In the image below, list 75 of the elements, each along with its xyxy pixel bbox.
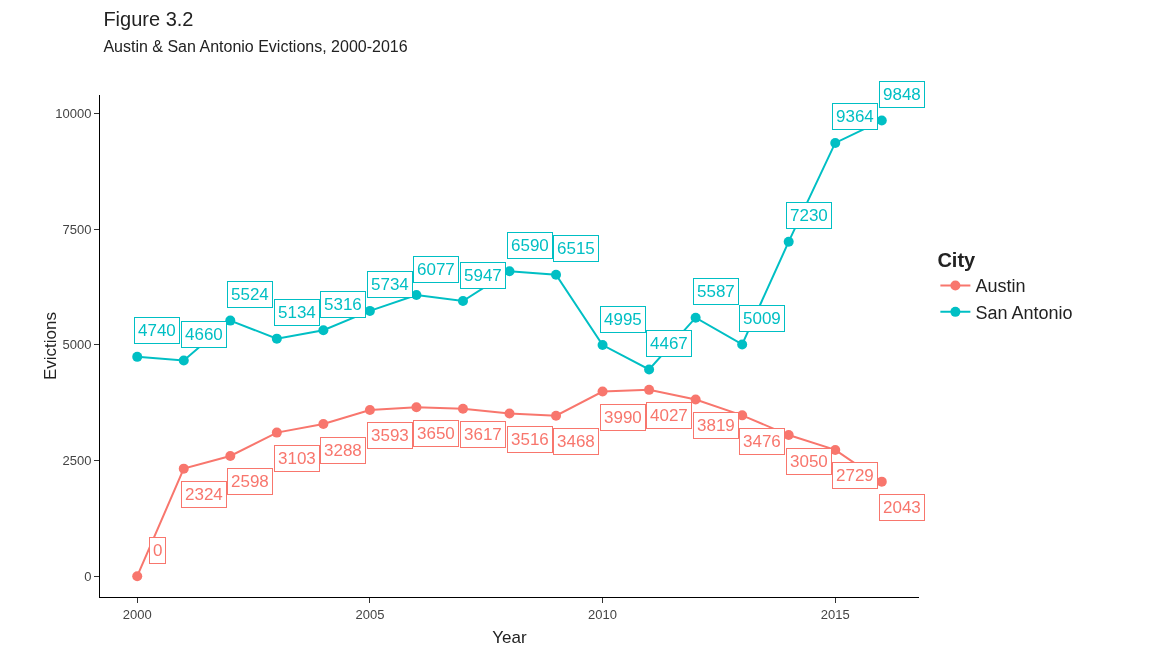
point	[737, 339, 748, 350]
data-label: 7230	[790, 206, 828, 225]
data-label: 5009	[743, 309, 781, 328]
point	[225, 315, 236, 326]
point	[178, 463, 189, 474]
point	[457, 296, 468, 307]
point	[364, 404, 375, 415]
point	[132, 351, 143, 362]
point	[690, 312, 701, 323]
data-label: 4740	[138, 321, 176, 340]
data-label: 3103	[278, 449, 316, 468]
data-label: 3468	[557, 432, 595, 451]
point	[690, 394, 701, 405]
point	[178, 355, 189, 366]
y-tick-label: 5000	[62, 337, 92, 353]
x-tick-label: 2000	[122, 606, 152, 622]
point	[271, 333, 282, 344]
point	[132, 571, 143, 582]
point	[783, 236, 794, 247]
point	[457, 403, 468, 414]
data-label: 4027	[650, 406, 688, 425]
data-label: 6590	[511, 236, 549, 255]
y-axis-title: Evictions	[41, 311, 60, 381]
data-label: 4467	[650, 334, 688, 353]
data-label: 3990	[604, 408, 642, 427]
legend-label: Austin	[975, 276, 1026, 297]
data-label: 5316	[324, 295, 362, 314]
y-tick-label: 7500	[62, 221, 92, 237]
x-tick-label: 2005	[355, 606, 385, 622]
data-label: 3516	[511, 430, 549, 449]
data-label: 5587	[697, 282, 735, 301]
point	[597, 340, 608, 351]
legend-label: San Antonio	[975, 302, 1073, 323]
data-label: 2598	[231, 472, 269, 491]
data-label: 2043	[883, 498, 921, 517]
data-label: 3650	[417, 424, 455, 443]
data-label: 3288	[324, 441, 362, 460]
point	[318, 325, 329, 336]
data-label: 4660	[185, 325, 223, 344]
data-label: 3593	[371, 426, 409, 445]
point	[225, 450, 236, 461]
point	[830, 137, 841, 148]
point	[644, 364, 655, 375]
data-label: 5524	[231, 285, 269, 304]
legend-title: City	[937, 249, 977, 272]
data-label: 9848	[883, 85, 921, 104]
point	[597, 386, 608, 397]
x-tick-label: 2015	[820, 606, 850, 622]
data-label: 3476	[743, 432, 781, 451]
y-tick-label: 0	[84, 568, 92, 584]
data-label: 3617	[464, 425, 502, 444]
chart-subtitle: Austin & San Antonio Evictions, 2000-2016	[103, 37, 408, 55]
data-label: 3819	[697, 416, 735, 435]
data-label: 6077	[417, 260, 455, 279]
x-tick-label: 2010	[588, 606, 618, 622]
point	[271, 427, 282, 438]
chart-title: Figure 3.2	[103, 7, 194, 30]
y-tick-label: 2500	[62, 453, 92, 469]
data-label: 2324	[185, 485, 223, 504]
point	[551, 410, 562, 421]
data-label: 2729	[836, 466, 874, 485]
y-tick-label: 10000	[55, 106, 92, 122]
data-label: 4995	[604, 310, 642, 329]
point	[644, 384, 655, 395]
point	[318, 419, 329, 430]
data-label: 5734	[371, 275, 409, 294]
data-label: 5947	[464, 266, 502, 285]
data-label: 0	[153, 541, 163, 560]
data-label: 6515	[557, 239, 595, 258]
data-label: 5134	[278, 303, 316, 322]
data-label: 9364	[836, 107, 874, 126]
point	[551, 269, 562, 280]
point	[411, 402, 422, 413]
data-label: 3050	[790, 452, 828, 471]
x-axis-title: Year	[492, 628, 528, 647]
